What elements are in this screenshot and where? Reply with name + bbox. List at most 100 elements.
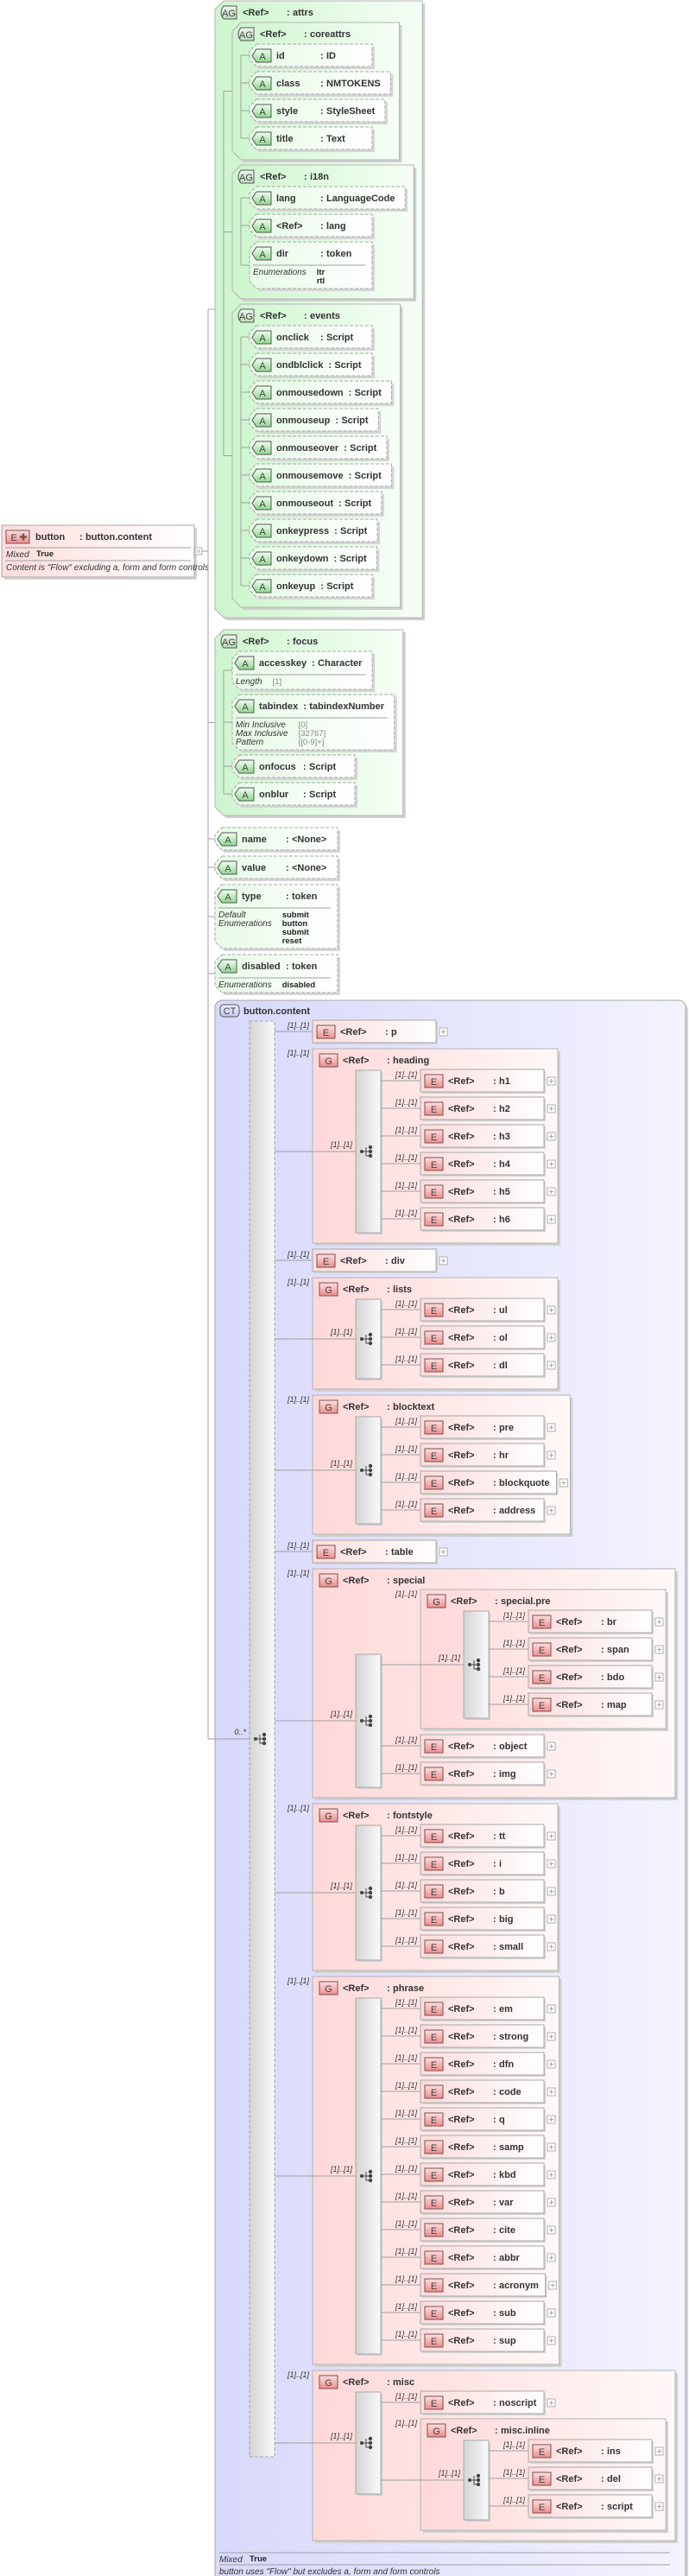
expand-plus-icon[interactable] (547, 1887, 556, 1896)
expand-plus-icon[interactable] (547, 1104, 556, 1114)
expand-plus-icon[interactable] (439, 1027, 448, 1037)
collapse-icon[interactable] (194, 547, 203, 555)
element-noscript[interactable]: E <Ref>: noscript (420, 2390, 556, 2415)
expand-plus-icon[interactable] (547, 1859, 556, 1869)
element-code[interactable]: E <Ref>: code (420, 2079, 556, 2104)
element-object[interactable]: E <Ref>: object (420, 1734, 556, 1759)
element-img[interactable]: E <Ref>: img (420, 1761, 556, 1786)
expand-plus-icon[interactable] (547, 1450, 556, 1460)
element-bdo[interactable]: E <Ref>: bdo (528, 1665, 664, 1690)
expand-plus-icon[interactable] (547, 2253, 556, 2262)
element-em[interactable]: E <Ref>: em (420, 1996, 556, 2021)
expand-plus-icon[interactable] (547, 1159, 556, 1169)
element-small[interactable]: E <Ref>: small (420, 1934, 556, 1959)
expand-plus-icon[interactable] (439, 1547, 448, 1557)
element-h1[interactable]: E <Ref>: h1 (420, 1069, 556, 1094)
expand-plus-icon[interactable] (547, 2170, 556, 2179)
expand-plus-icon[interactable] (547, 2336, 556, 2345)
expand-plus-icon[interactable] (654, 2474, 664, 2484)
element-address[interactable]: E <Ref>: address (420, 1498, 556, 1523)
expand-plus-icon[interactable] (547, 1769, 556, 1779)
complex-type-button-content[interactable]: E <Ref>: p E <Ref>: h1E <Ref>: h2E <Ref>: h3E <Ref… (214, 999, 688, 2576)
expand-plus-icon[interactable] (654, 1700, 664, 1710)
expand-plus-icon[interactable] (547, 1305, 556, 1315)
expand-plus-icon[interactable] (547, 1506, 556, 1515)
element-dfn[interactable]: E <Ref>: dfn (420, 2052, 556, 2077)
element-acronym[interactable]: E <Ref>: acronym (420, 2273, 558, 2298)
element-ins[interactable]: E <Ref>: ins (528, 2439, 664, 2464)
expand-plus-icon[interactable] (547, 1333, 556, 1342)
element-ol[interactable]: E <Ref>: ol (420, 1325, 556, 1350)
expand-plus-icon[interactable] (654, 1672, 664, 1682)
element-dl[interactable]: E <Ref>: dl (420, 1353, 556, 1378)
element-tt[interactable]: E <Ref>: tt (420, 1824, 556, 1849)
element-h2[interactable]: E <Ref>: h2 (420, 1096, 556, 1121)
element-map[interactable]: E <Ref>: map (528, 1692, 664, 1717)
expand-plus-icon[interactable] (547, 2398, 556, 2408)
element-kbd[interactable]: E <Ref>: kbd (420, 2162, 556, 2187)
expand-plus-icon[interactable] (547, 2087, 556, 2097)
expand-plus-icon[interactable] (547, 1076, 556, 1086)
element-script[interactable]: E <Ref>: script (528, 2494, 664, 2519)
expand-plus-icon[interactable] (547, 2225, 556, 2235)
element-sub[interactable]: E <Ref>: sub (420, 2300, 556, 2325)
expand-plus-icon[interactable] (548, 2281, 558, 2290)
expand-plus-icon[interactable] (654, 1617, 664, 1627)
element-p[interactable]: E <Ref>: p (312, 1019, 448, 1044)
expand-plus-icon[interactable] (547, 1215, 556, 1224)
element-ul[interactable]: E <Ref>: ul (420, 1298, 556, 1323)
element-h4[interactable]: E <Ref>: h4 (420, 1152, 556, 1177)
element-h6[interactable]: E <Ref>: h6 (420, 1207, 556, 1232)
element-h5[interactable]: E <Ref>: h5 (420, 1179, 556, 1204)
expand-plus-icon[interactable] (547, 2115, 556, 2124)
expand-plus-icon[interactable] (547, 1831, 556, 1841)
element-var[interactable]: E <Ref>: var (420, 2190, 556, 2215)
expand-plus-icon[interactable] (439, 1256, 448, 1266)
element-sup[interactable]: E <Ref>: sup (420, 2328, 556, 2353)
group-heading[interactable]: E <Ref>: h1E <Ref>: h2E <Ref>: h3E <Ref>: h4E <Re… (312, 1048, 560, 1246)
element-hr[interactable]: E <Ref>: hr (420, 1443, 556, 1468)
expand-plus-icon[interactable] (547, 1132, 556, 1141)
expand-plus-icon[interactable] (547, 2308, 556, 2318)
expand-plus-icon[interactable] (547, 1361, 556, 1370)
element-samp[interactable]: E <Ref>: samp (420, 2135, 556, 2160)
element-q[interactable]: E <Ref>: q (420, 2107, 556, 2132)
element-blockquote[interactable]: E <Ref>: blockquote (420, 1470, 568, 1495)
expand-plus-icon[interactable] (547, 2142, 556, 2152)
element-cite[interactable]: E <Ref>: cite (420, 2218, 556, 2243)
element-span[interactable]: E <Ref>: span (528, 1637, 664, 1662)
attribute-ref[interactable]: A <Ref>: lang (249, 213, 375, 239)
